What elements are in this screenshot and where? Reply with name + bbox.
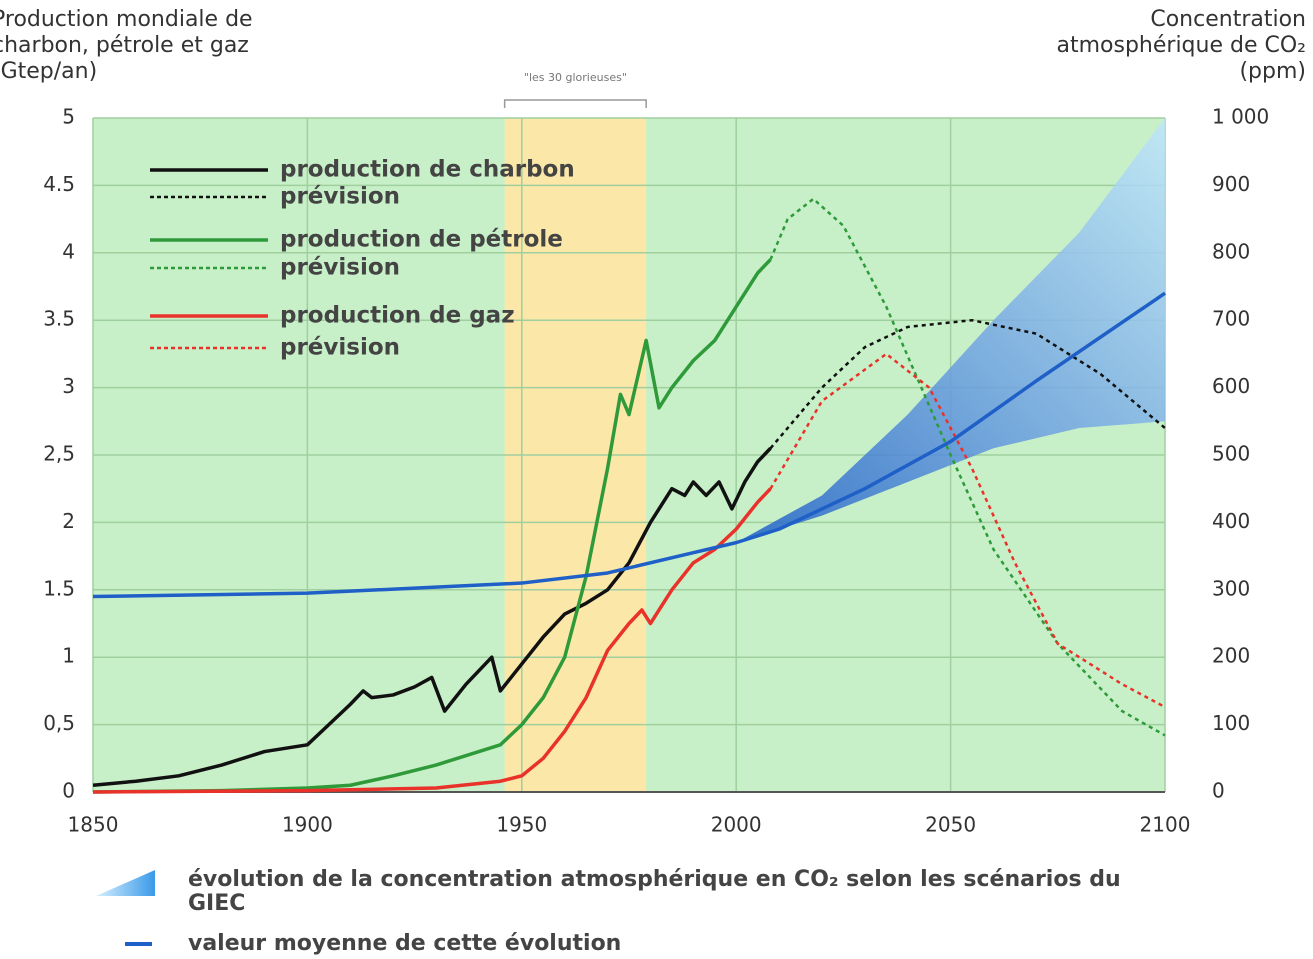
co2-band <box>736 118 1165 543</box>
y2-tick-label: 600 <box>1212 374 1250 398</box>
y2-tick-label: 900 <box>1212 172 1250 196</box>
y-axis-title: (Gtep/an) <box>0 59 97 84</box>
x-tick-label: 1950 <box>496 813 547 837</box>
y-tick-label: 2,5 <box>43 442 75 466</box>
legend-label: production de gaz <box>280 303 515 329</box>
y-tick-label: 1.5 <box>43 576 75 600</box>
legend-label: production de pétrole <box>280 227 563 253</box>
y-axis-title: Production mondiale de <box>0 7 253 32</box>
legend-label: production de charbon <box>280 157 575 183</box>
legend-label: prévision <box>280 255 400 281</box>
y-tick-label: 5 <box>62 105 75 129</box>
y-tick-label: 3.5 <box>43 307 75 331</box>
y2-tick-label: 200 <box>1212 644 1250 668</box>
y-axis-title: charbon, pétrole et gaz <box>0 33 249 58</box>
y-tick-label: 1 <box>62 644 75 668</box>
y-tick-label: 4 <box>62 239 75 263</box>
y2-axis-title: (ppm) <box>1239 59 1306 84</box>
legend-band-swatch <box>96 870 155 896</box>
y-tick-label: 0,5 <box>43 711 75 735</box>
annotation: "les 30 glorieuses" <box>524 71 627 84</box>
y-tick-label: 3 <box>62 374 75 398</box>
legend-label: valeur moyenne de cette évolution <box>188 931 622 956</box>
y-tick-label: 0 <box>62 779 75 803</box>
y2-axis-title: Concentration <box>1150 7 1306 32</box>
x-tick-label: 2050 <box>925 813 976 837</box>
legend-label: prévision <box>280 184 400 210</box>
y2-tick-label: 100 <box>1212 711 1250 735</box>
series-line <box>92 447 772 788</box>
y2-axis-title: atmosphérique de CO₂ <box>1057 33 1307 58</box>
y-tick-label: 2 <box>62 509 75 533</box>
y2-tick-label: 0 <box>1212 779 1225 803</box>
series-line <box>769 197 1166 737</box>
series-line <box>92 291 1166 599</box>
y2-tick-label: 700 <box>1212 307 1250 331</box>
y-tick-label: 4.5 <box>43 172 75 196</box>
x-tick-label: 1850 <box>68 813 119 837</box>
y2-tick-label: 500 <box>1212 442 1250 466</box>
annotation-bracket <box>503 99 647 108</box>
legend-band-label: évolution de la concentration atmosphéri… <box>188 867 1121 916</box>
series-line <box>769 352 1166 709</box>
series-line <box>769 318 1166 450</box>
x-tick-label: 1900 <box>282 813 333 837</box>
y2-tick-label: 800 <box>1212 239 1250 263</box>
x-tick-label: 2000 <box>711 813 762 837</box>
y2-tick-label: 400 <box>1212 509 1250 533</box>
x-tick-label: 2100 <box>1140 813 1191 837</box>
legend-label: prévision <box>280 335 400 361</box>
y2-tick-label: 300 <box>1212 576 1250 600</box>
y2-tick-label: 1 000 <box>1212 105 1269 129</box>
